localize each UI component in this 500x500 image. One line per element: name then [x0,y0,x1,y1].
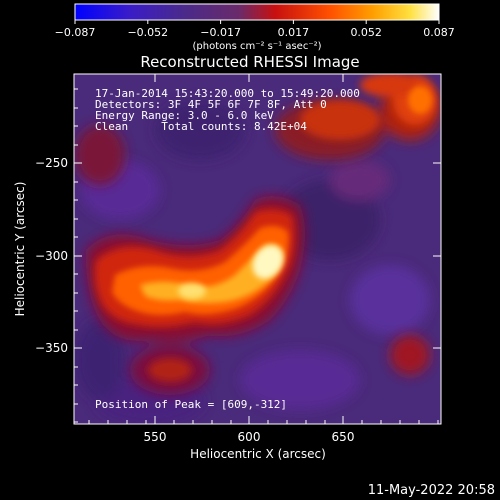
colorbar-tick-label: 0.087 [423,26,455,39]
x-tick-label: 650 [332,430,355,444]
solar-image [74,74,441,424]
x-axis-ticks [88,74,439,424]
detectors-text: Detectors: 3F 4F 5F 6F 7F 8F, Att 0 [95,98,327,111]
colorbar-ticks [74,20,440,24]
colorbar-tick-label: 0.017 [278,26,310,39]
plot-frame [73,73,442,425]
energy-range-text: Energy Range: 3.0 - 6.0 keV [95,109,274,122]
x-tick-label: 600 [238,430,261,444]
y-tick-label: −350 [35,341,68,355]
colorbar [74,3,440,21]
colorbar-tick-label: −0.087 [55,26,96,39]
y-axis-label: Heliocentric Y (arcsec) [13,182,27,317]
y-tick-label: −300 [35,249,68,263]
y-tick-label: −250 [35,156,68,170]
colorbar-tick-label: −0.052 [127,26,168,39]
time-range-text: 17-Jan-2014 15:43:20.000 to 15:49:20.000 [95,87,360,100]
plot-title: Reconstructed RHESSI Image [140,53,359,71]
timestamp: 11-May-2022 20:58 [368,483,495,498]
colorbar-tick-label: −0.017 [200,26,241,39]
colorbar-tick-label: 0.052 [350,26,382,39]
x-tick-label: 550 [144,430,167,444]
clean-counts-text: Clean Total counts: 8.42E+04 [95,120,307,133]
colorbar-unit-label: (photons cm⁻² s⁻¹ asec⁻²) [192,41,321,52]
y-axis-ticks [74,88,441,423]
peak-position-text: Position of Peak = [609,-312] [95,398,287,411]
x-axis-label: Heliocentric X (arcsec) [190,447,326,461]
